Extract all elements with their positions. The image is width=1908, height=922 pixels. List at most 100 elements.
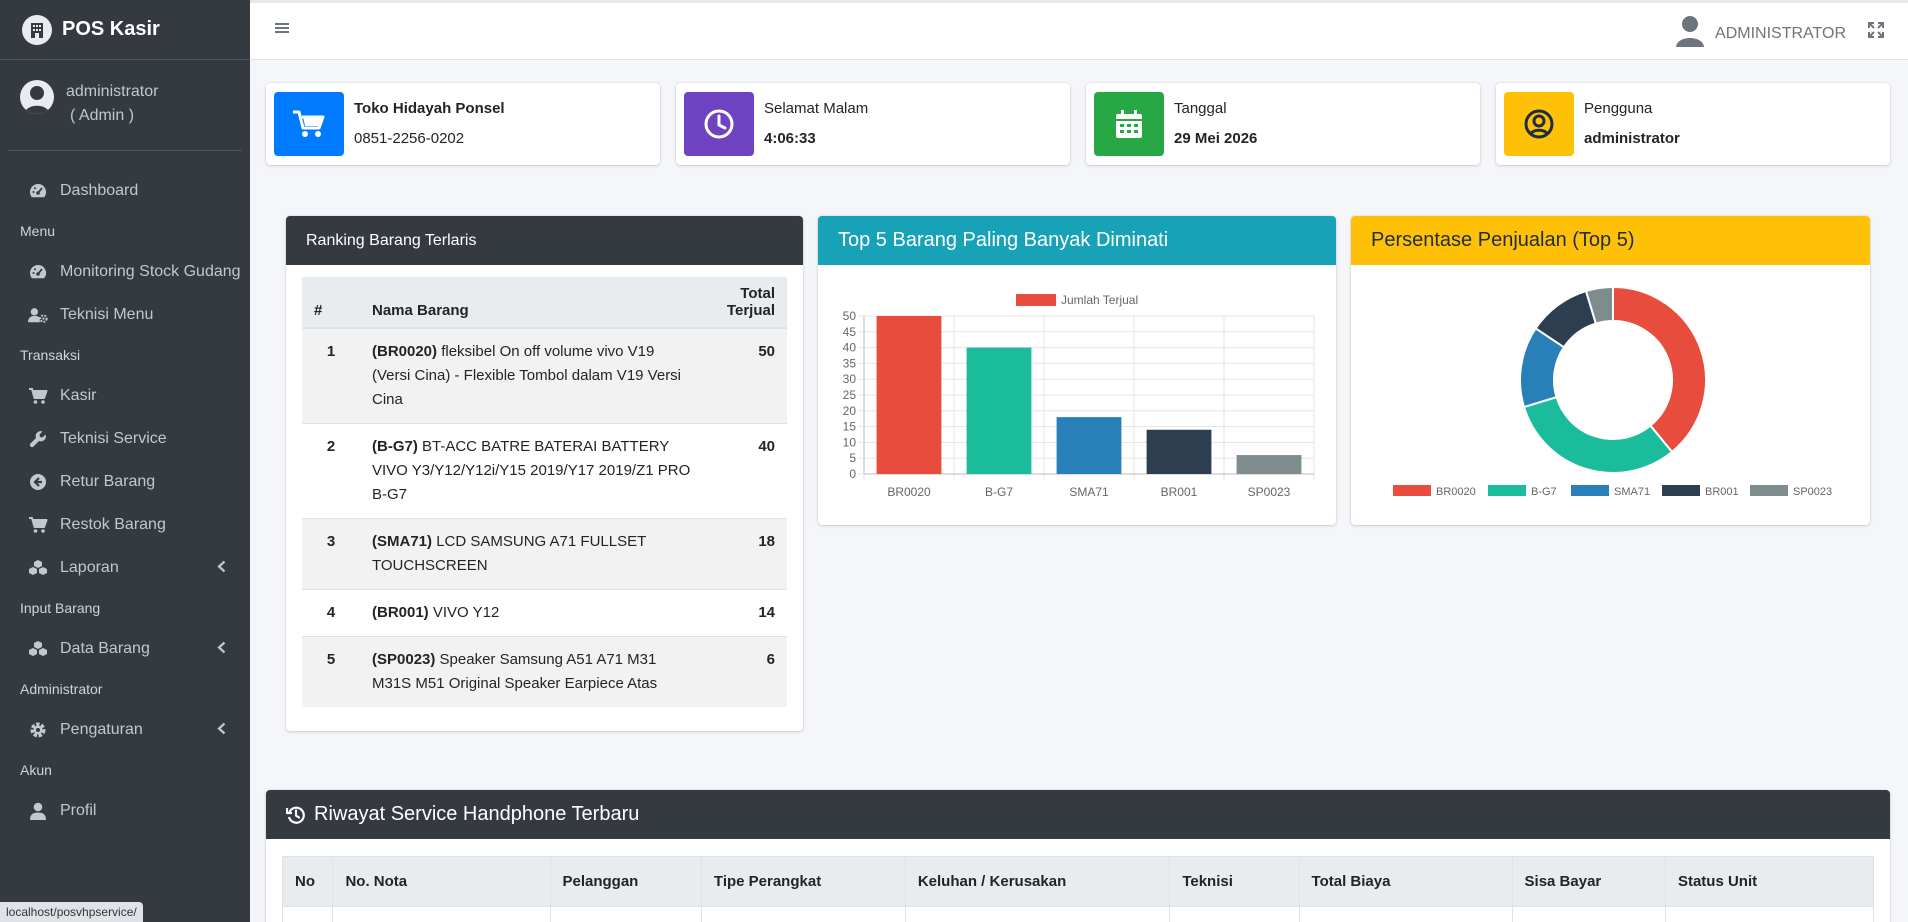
rank-item-name: (SMA71) LCD SAMSUNG A71 FULLSET TOUCHSCR… [360, 518, 707, 590]
chevron-left-icon[interactable] [217, 641, 226, 659]
table-row: 2 (B-G7) BT-ACC BATRE BATERAI BATTERY VIV… [302, 423, 787, 519]
service-cell [1511, 906, 1666, 922]
user-value: administrator [1584, 130, 1680, 147]
service-cell [549, 906, 702, 922]
sidebar-item-label: Retur Barang [60, 472, 156, 490]
sidebar-item-teknisi-service[interactable]: Teknisi Service [0, 417, 250, 460]
top-user-menu[interactable]: ADMINISTRATOR [1675, 15, 1846, 52]
slice-br0020 [1612, 285, 1707, 454]
rank-item-name: (B-G7) BT-ACC BATRE BATERAI BATTERY VIVO… [360, 423, 707, 519]
status-url: localhost/posvhpservice/ [0, 902, 143, 922]
rank-number: 4 [302, 589, 360, 637]
rank-total: 50 [707, 327, 787, 424]
rank-number: 3 [302, 518, 360, 590]
sidebar-item-label: Restok Barang [60, 515, 166, 533]
sidebar-item-restok-barang[interactable]: Restok Barang [0, 503, 250, 546]
rank-total: 14 [707, 589, 787, 637]
ranking-card: Ranking Barang Terlaris # Nama Barang To… [286, 216, 803, 731]
sidebar-item-label: Pengaturan [60, 720, 143, 738]
ranking-header-total-line1: Total [740, 285, 775, 302]
legend-label: B-G7 [1531, 486, 1557, 498]
cubes-icon [28, 558, 48, 578]
rank-number: 2 [302, 423, 360, 519]
bar-sma71 [1056, 417, 1122, 474]
brand[interactable]: POS Kasir [0, 0, 250, 60]
sidebar-item-retur-barang[interactable]: Retur Barang [0, 460, 250, 503]
user-cog-icon [28, 305, 48, 325]
table-row: 5 (SP0023) Speaker Samsung A51 A71 M31 M3… [302, 636, 787, 707]
top-user-label: ADMINISTRATOR [1715, 24, 1846, 42]
service-header-col: Tipe Perangkat [700, 856, 906, 907]
sidebar-item-teknisi-menu[interactable]: Teknisi Menu [0, 293, 250, 336]
clock-icon [684, 92, 754, 156]
rank-number: 1 [302, 327, 360, 424]
date-value: 29 Mei 2026 [1174, 130, 1258, 147]
legend-label: SP0023 [1793, 486, 1832, 498]
service-card-title: Riwayat Service Handphone Terbaru [314, 803, 640, 825]
x-tick-label: SMA71 [1069, 485, 1109, 499]
service-cell [904, 906, 1171, 922]
rank-item-desc: fleksibel On off volume vivo V19 (Versi … [372, 343, 682, 408]
sidebar-item-label: Monitoring Stock Gudang [60, 262, 241, 280]
bar-sp0023 [1236, 455, 1302, 474]
y-tick-label: 10 [843, 435, 857, 449]
table-row: 4 (BR001) VIVO Y12 14 [302, 589, 787, 637]
bar-chart-card: Top 5 Barang Paling Banyak Diminati Juml… [818, 216, 1336, 525]
nav-header: Akun [20, 762, 52, 778]
rank-item-name: (BR0020) fleksibel On off volume vivo V1… [360, 327, 707, 424]
service-cell [1664, 906, 1875, 922]
rank-total: 18 [707, 518, 787, 590]
sidebar-item-label: Data Barang [60, 639, 150, 657]
sidebar-item-label: Profil [60, 801, 97, 819]
info-box-user: Pengguna administrator [1496, 83, 1890, 165]
legend-swatch [1571, 485, 1609, 496]
rank-item-code: (SMA71) [372, 533, 433, 550]
fullscreen-icon[interactable] [1868, 22, 1884, 42]
info-row: Toko Hidayah Ponsel 0851-2256-0202 Selam… [266, 83, 1892, 165]
chevron-left-icon[interactable] [217, 722, 226, 740]
chevron-left-icon[interactable] [217, 560, 226, 578]
service-header-col: No. Nota [332, 856, 551, 907]
x-tick-label: BR001 [1161, 485, 1198, 499]
service-header-col: Total Biaya [1298, 856, 1513, 907]
sidebar-nav: Dashboard Menu Monitoring Stock Gudang Tekn… [0, 151, 250, 832]
legend-swatch [1016, 294, 1056, 306]
y-tick-label: 30 [843, 372, 857, 386]
ranking-card-title: Ranking Barang Terlaris [286, 216, 803, 265]
slice-sp0023 [1584, 285, 1614, 325]
sidebar-item-profil[interactable]: Profil [0, 789, 250, 832]
sidebar-item-laporan[interactable]: Laporan [0, 546, 250, 589]
rank-total: 6 [707, 636, 787, 707]
bar-b-g7 [966, 347, 1032, 474]
wrench-icon [28, 429, 48, 449]
cubes-icon [28, 639, 48, 659]
gear-icon [28, 720, 48, 740]
service-cell [281, 906, 334, 922]
bar-chart: Jumlah Terjual05101520253035404550BR0020… [843, 293, 1315, 499]
sidebar-item-label: Kasir [60, 386, 97, 404]
nav-header: Input Barang [20, 600, 101, 616]
rank-item-code: (BR0020) [372, 343, 438, 360]
table-row: 3 (SMA71) LCD SAMSUNG A71 FULLSET TOUCHSC… [302, 518, 787, 590]
y-tick-label: 15 [843, 420, 857, 434]
rank-item-code: (BR001) [372, 604, 429, 621]
hamburger-menu-icon[interactable] [274, 20, 290, 40]
sidebar-item-kasir[interactable]: Kasir [0, 374, 250, 417]
sidebar-item-pengaturan[interactable]: Pengaturan [0, 708, 250, 751]
sidebar-item-dashboard[interactable]: Dashboard [0, 169, 250, 212]
service-table: No No. Nota Pelanggan Tipe Perangkat Keluhan… [281, 856, 1875, 922]
rank-item-name: (BR001) VIVO Y12 [360, 589, 707, 637]
sidebar-item-data-barang[interactable]: Data Barang [0, 627, 250, 670]
user-panel[interactable]: administrator ( Admin ) [8, 60, 242, 151]
table-row [281, 906, 1875, 922]
sidebar-item-monitoring-stock[interactable]: Monitoring Stock Gudang [0, 250, 250, 293]
rank-item-desc: Speaker Samsung A51 A71 M31 M31S M51 Ori… [372, 651, 658, 692]
service-header-col: Sisa Bayar [1511, 856, 1666, 907]
user-icon [1675, 15, 1705, 52]
ranking-header-no: # [302, 277, 360, 329]
brand-logo-icon [22, 14, 52, 45]
y-tick-label: 35 [843, 356, 857, 370]
service-header-col: Pelanggan [549, 856, 702, 907]
rank-item-desc: LCD SAMSUNG A71 FULLSET TOUCHSCREEN [372, 533, 646, 574]
rank-item-code: (SP0023) [372, 651, 436, 668]
